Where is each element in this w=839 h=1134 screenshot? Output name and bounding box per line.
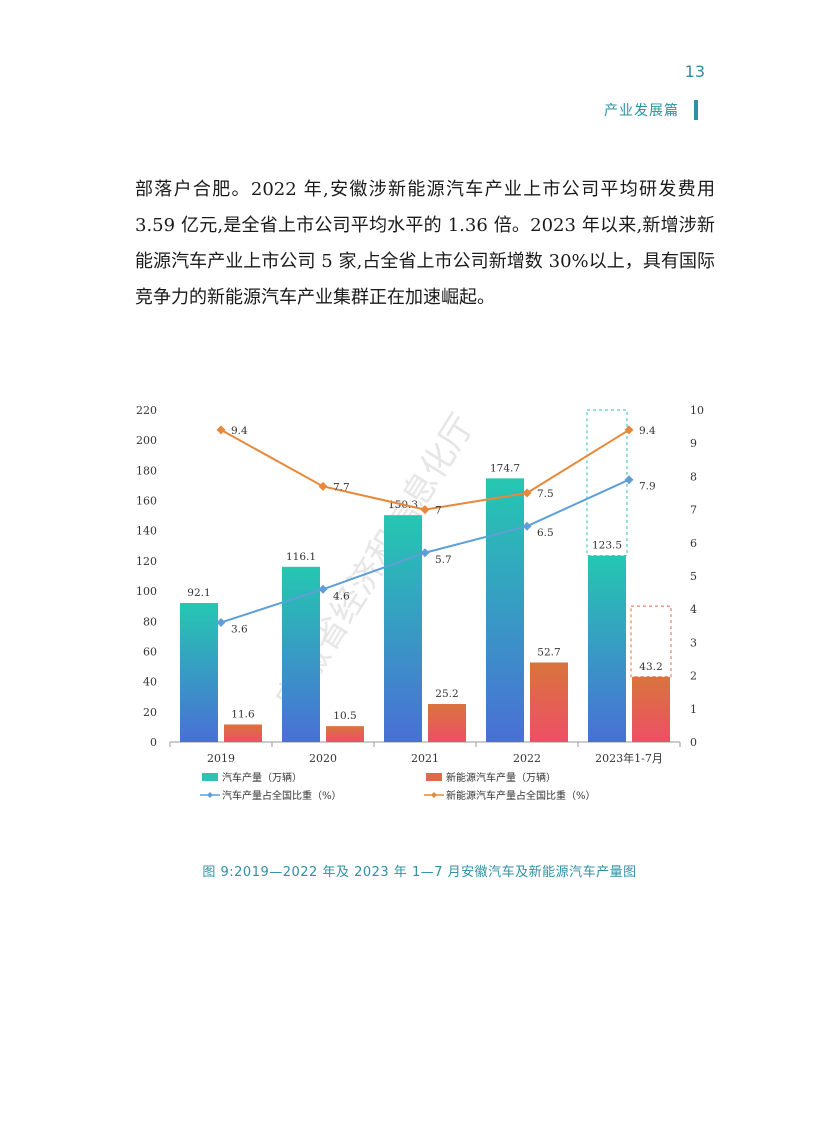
y-left-tick: 100 bbox=[136, 585, 157, 598]
y-right-tick: 4 bbox=[690, 603, 697, 616]
legend-swatch-bar bbox=[202, 773, 218, 781]
nev-share-point bbox=[318, 481, 328, 491]
nev-production-label: 11.6 bbox=[231, 708, 255, 720]
y-left-tick: 40 bbox=[143, 676, 157, 689]
x-tick-label: 2020 bbox=[309, 752, 337, 765]
car-share-label: 7.9 bbox=[639, 481, 656, 493]
nev-production-bar bbox=[224, 724, 262, 742]
legend-label: 新能源汽车产量（万辆） bbox=[446, 771, 556, 784]
car-production-bar bbox=[384, 515, 422, 742]
nev-production-bar bbox=[530, 662, 568, 742]
y-left-tick: 0 bbox=[150, 736, 157, 749]
section-title: 产业发展篇 bbox=[604, 103, 679, 119]
y-right-tick: 9 bbox=[690, 437, 697, 450]
section-bar bbox=[694, 100, 698, 120]
car-share-point bbox=[318, 584, 328, 594]
y-right-tick: 10 bbox=[690, 404, 704, 417]
y-left-tick: 220 bbox=[136, 404, 157, 417]
y-left-tick: 180 bbox=[136, 464, 157, 477]
y-right-tick: 8 bbox=[690, 470, 697, 483]
y-right-tick: 0 bbox=[690, 736, 697, 749]
y-left-tick: 60 bbox=[143, 645, 157, 658]
car-production-label: 123.5 bbox=[592, 540, 622, 552]
nev-share-point bbox=[522, 488, 532, 498]
legend-swatch-bar bbox=[426, 773, 442, 781]
nev-highlight-box bbox=[630, 605, 672, 678]
figure-caption: 图 9:2019—2022 年及 2023 年 1—7 月安徽汽车及新能源汽车产… bbox=[202, 865, 637, 880]
nev-production-label: 52.7 bbox=[537, 646, 560, 658]
car-production-label: 116.1 bbox=[286, 551, 316, 563]
legend-swatch-marker bbox=[207, 792, 213, 798]
car-production-label: 92.1 bbox=[187, 587, 210, 599]
car-share-label: 3.6 bbox=[231, 623, 248, 635]
car-share-point bbox=[522, 521, 532, 531]
nev-production-bar bbox=[632, 676, 670, 742]
y-left-tick: 160 bbox=[136, 495, 157, 508]
car-share-label: 5.7 bbox=[435, 554, 452, 566]
y-left-tick: 20 bbox=[143, 706, 157, 719]
car-highlight-box bbox=[586, 409, 628, 557]
production-chart: 0 20 40 60 80 100 120 140 160 180 200 220 0 1 2 3 4 5 6 7 8 9… bbox=[136, 404, 704, 802]
nev-share-label: 9.4 bbox=[231, 425, 248, 437]
car-production-bar bbox=[588, 555, 626, 742]
legend-swatch-marker bbox=[431, 792, 437, 798]
legend-label: 汽车产量（万辆） bbox=[222, 771, 302, 784]
nev-share-point bbox=[216, 425, 226, 435]
nev-share-label: 9.4 bbox=[639, 425, 656, 437]
lines-layer: 3.6 4.6 5.7 6.5 7.9 9.4 7.7 7 7.5 9.4 bbox=[216, 425, 656, 635]
x-tick-label: 2021 bbox=[411, 752, 439, 765]
car-share-label: 6.5 bbox=[537, 527, 554, 539]
nev-production-bar bbox=[326, 726, 364, 742]
nev-production-label: 25.2 bbox=[435, 688, 458, 700]
y-right-tick: 6 bbox=[690, 537, 697, 550]
nev-production-label: 10.5 bbox=[333, 710, 356, 722]
car-share-point bbox=[216, 617, 226, 627]
nev-share-label: 7.7 bbox=[333, 481, 350, 493]
car-production-bar bbox=[180, 603, 218, 742]
car-share-point bbox=[420, 548, 430, 558]
y-left-tick: 140 bbox=[136, 525, 157, 538]
nev-share-label: 7.5 bbox=[537, 488, 554, 500]
y-left-tick: 120 bbox=[136, 555, 157, 568]
nev-production-bar bbox=[428, 703, 466, 742]
nev-share-point bbox=[624, 425, 634, 435]
car-share-label: 4.6 bbox=[333, 590, 350, 602]
body-paragraph: 部落户合肥。2022 年,安徽涉新能源汽车产业上市公司平均研发费用 3.59 亿… bbox=[135, 179, 715, 308]
axes-layer: 0 20 40 60 80 100 120 140 160 180 200 220 0 1 2 3 4 5 6 7 8 9… bbox=[136, 404, 704, 765]
legend-label: 汽车产量占全国比重（%） bbox=[222, 789, 342, 802]
x-tick-label: 2023年1-7月 bbox=[595, 751, 663, 765]
nev-share-point bbox=[420, 505, 430, 515]
nev-share-label: 7 bbox=[435, 505, 442, 517]
legend: 汽车产量（万辆） 新能源汽车产量（万辆） 汽车产量占全国比重（%） 新能源汽车产量占全… bbox=[200, 771, 596, 802]
y-right-tick: 7 bbox=[690, 504, 697, 517]
car-share-point bbox=[624, 475, 634, 485]
page-number: 13 bbox=[684, 62, 705, 81]
y-right-tick: 2 bbox=[690, 670, 697, 683]
y-left-tick: 80 bbox=[143, 615, 157, 628]
y-right-tick: 3 bbox=[690, 636, 697, 649]
y-right-tick: 1 bbox=[690, 703, 697, 716]
legend-label: 新能源汽车产量占全国比重（%） bbox=[446, 789, 596, 802]
y-right-tick: 5 bbox=[690, 570, 697, 583]
x-tick-label: 2019 bbox=[207, 752, 235, 765]
nev-production-label: 43.2 bbox=[639, 661, 662, 673]
y-left-tick: 200 bbox=[136, 434, 157, 447]
car-production-label: 174.7 bbox=[490, 462, 520, 474]
x-tick-label: 2022 bbox=[513, 752, 541, 765]
car-production-bar bbox=[486, 478, 524, 742]
